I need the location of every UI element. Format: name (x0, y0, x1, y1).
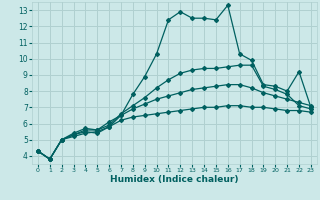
X-axis label: Humidex (Indice chaleur): Humidex (Indice chaleur) (110, 175, 239, 184)
